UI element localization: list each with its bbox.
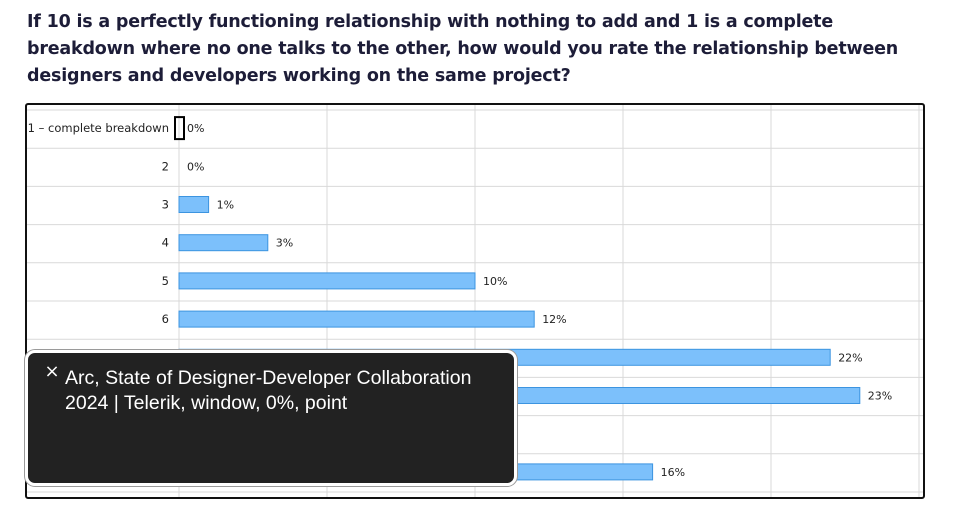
bar	[178, 196, 210, 213]
data-label: 10%	[483, 275, 507, 288]
tooltip-text: Arc, State of Designer-Developer Collabo…	[65, 367, 472, 414]
data-label: 1%	[217, 199, 234, 212]
category-label: 6	[162, 312, 169, 326]
category-label: 1 – complete breakdown	[28, 121, 169, 135]
category-label: 4	[162, 236, 169, 250]
data-label: 12%	[542, 313, 566, 326]
category-label: 5	[162, 274, 169, 288]
close-icon[interactable]: ×	[44, 361, 60, 382]
data-label: 0%	[187, 122, 204, 135]
bar	[178, 272, 476, 290]
focus-indicator	[174, 116, 185, 141]
category-label: 2	[162, 159, 169, 173]
data-label: 23%	[868, 390, 892, 403]
data-label: 0%	[187, 160, 204, 173]
category-label: 3	[162, 198, 169, 212]
bar	[178, 234, 269, 252]
accessibility-tooltip: × Arc, State of Designer-Developer Colla…	[25, 350, 517, 486]
question-title: If 10 is a perfectly functioning relatio…	[27, 12, 899, 86]
data-label: 22%	[838, 351, 862, 364]
data-label: 16%	[661, 466, 685, 479]
bar	[178, 310, 535, 328]
data-label: 3%	[276, 237, 293, 250]
